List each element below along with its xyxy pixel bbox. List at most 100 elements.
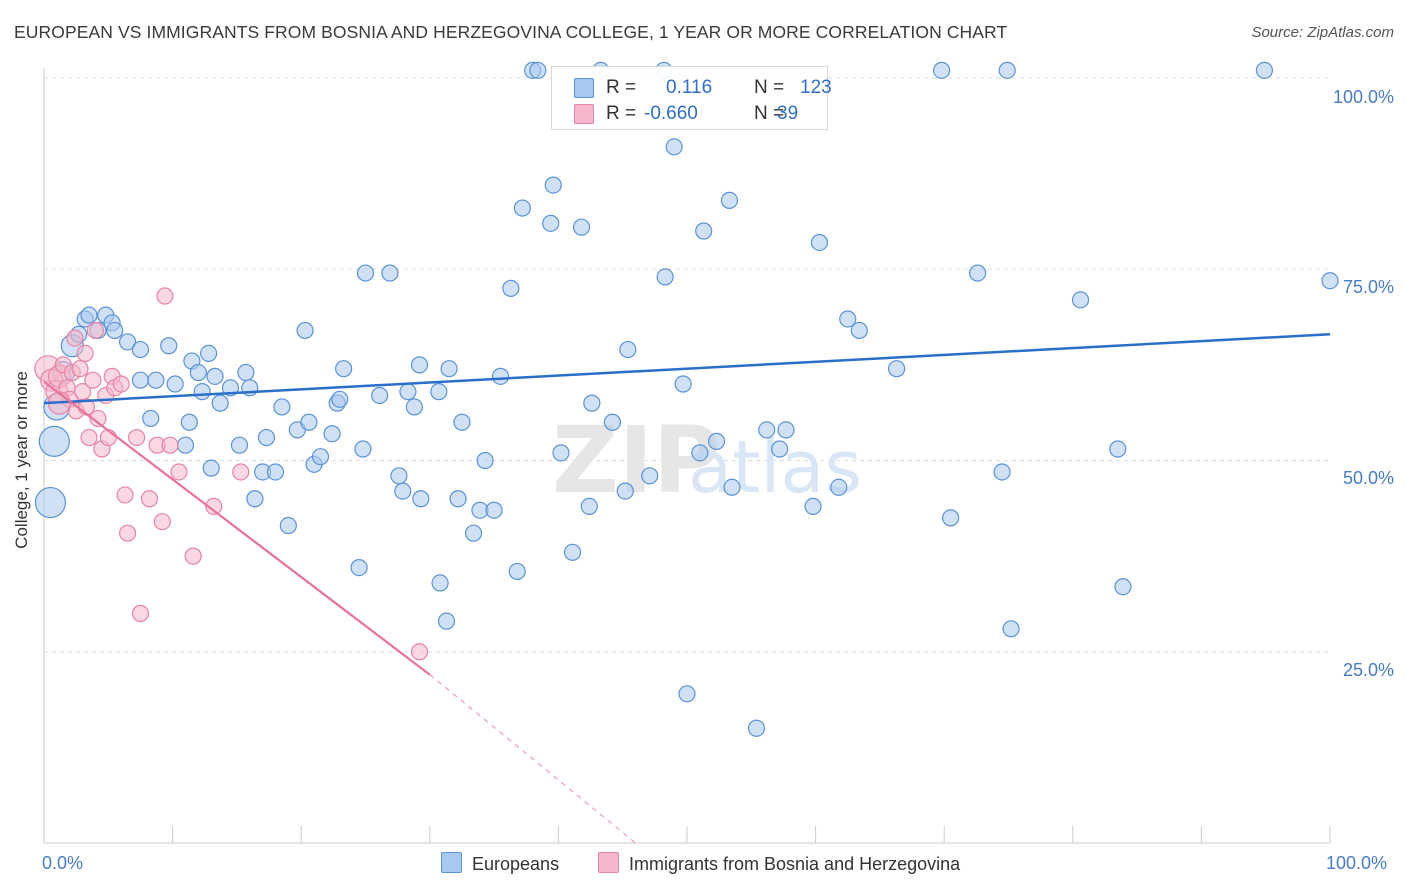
y-tick-25: 25.0% xyxy=(1342,660,1394,680)
europeans-point xyxy=(619,340,637,359)
europeans-point xyxy=(678,685,696,703)
bosnia-point xyxy=(84,371,102,389)
europeans-point xyxy=(331,390,349,408)
europeans-point xyxy=(381,264,399,282)
europeans-point xyxy=(449,490,467,508)
legend-r-label: R = xyxy=(606,103,637,124)
x-tick-100: 100.0% xyxy=(1326,853,1388,873)
bosnia-point xyxy=(170,463,188,481)
europeans-point xyxy=(830,478,848,496)
bosnia-point xyxy=(131,604,150,623)
bosnia-point xyxy=(184,547,202,565)
legend-r-value: -0.660 xyxy=(644,103,698,124)
europeans-point xyxy=(118,333,137,351)
europeans-point xyxy=(193,383,211,401)
europeans-point xyxy=(777,421,795,439)
europeans-point xyxy=(147,371,165,389)
bosnia-point xyxy=(205,497,223,515)
europeans-point xyxy=(810,233,829,252)
europeans-point xyxy=(491,367,510,385)
europeans-point xyxy=(131,340,150,359)
bosnia-point xyxy=(232,463,250,481)
grid-layer xyxy=(44,77,1330,653)
correlation-legend: R = 0.116 N = 123 R = -0.660 N = 39 xyxy=(551,66,832,130)
y-axis-label: College, 1 year or more xyxy=(12,371,31,549)
europeans-point xyxy=(485,501,503,519)
bosnia-point xyxy=(140,490,159,508)
europeans-point xyxy=(1002,620,1020,638)
europeans-point xyxy=(616,482,634,500)
europeans-point xyxy=(399,383,417,401)
europeans-point xyxy=(166,375,184,393)
europeans-point xyxy=(176,436,195,454)
europeans-point xyxy=(723,478,741,496)
europeans-point xyxy=(296,321,314,340)
europeans-point xyxy=(394,482,412,500)
europeans-point xyxy=(106,321,124,340)
europeans-point xyxy=(257,428,276,447)
europeans-point xyxy=(206,367,224,385)
europeans-point xyxy=(350,558,368,577)
europeans-point xyxy=(237,363,255,382)
europeans-point xyxy=(563,543,582,561)
europeans-point xyxy=(572,218,591,236)
europeans-point xyxy=(410,356,429,374)
bottom-legend-bosnia-label: Immigrants from Bosnia and Herzegovina xyxy=(629,854,961,874)
legend-r-value: 0.116 xyxy=(666,77,713,98)
europeans-point xyxy=(850,321,868,340)
europeans-point xyxy=(998,61,1016,79)
europeans-point xyxy=(189,363,207,382)
bottom-legend-swatch-pink xyxy=(598,852,619,873)
europeans-point xyxy=(583,394,601,412)
bosnia-point xyxy=(99,428,117,447)
europeans-point xyxy=(180,413,198,431)
europeans-point xyxy=(1321,272,1339,290)
europeans-point xyxy=(707,432,726,450)
europeans-point xyxy=(279,516,297,535)
europeans-point xyxy=(440,360,458,378)
europeans-point xyxy=(390,467,408,485)
bosnia-point xyxy=(127,428,146,447)
bottom-legend-bosnia: Immigrants from Bosnia and Herzegovina xyxy=(598,852,960,875)
europeans-point xyxy=(412,490,430,508)
bosnia-point xyxy=(161,436,179,454)
legend-n-value: 39 xyxy=(777,103,799,124)
bosnia-point xyxy=(156,287,174,305)
europeans-point xyxy=(674,375,692,393)
bosnia-point xyxy=(66,329,84,347)
europeans-point xyxy=(580,497,598,515)
europeans-point xyxy=(1114,578,1132,596)
bosnia-point xyxy=(410,643,429,661)
europeans-point xyxy=(142,409,160,428)
chart-title: EUROPEAN VS IMMIGRANTS FROM BOSNIA AND H… xyxy=(14,22,1008,42)
europeans-point xyxy=(311,448,330,466)
trend-lines xyxy=(43,333,1331,844)
bottom-legend-europeans: Europeans xyxy=(441,852,559,875)
europeans-trend-line xyxy=(43,333,1331,405)
europeans-point xyxy=(529,61,547,79)
europeans-point xyxy=(38,425,70,457)
europeans-point xyxy=(371,386,389,405)
europeans-point xyxy=(230,436,249,454)
axes-layer xyxy=(43,68,1331,844)
europeans-point xyxy=(603,413,622,431)
europeans-point xyxy=(266,463,285,481)
watermark: ZIP atlas xyxy=(552,407,862,514)
europeans-point xyxy=(1109,440,1127,458)
bosnia-trend-line xyxy=(43,380,431,676)
europeans-point xyxy=(839,310,857,328)
bosnia-points xyxy=(34,287,429,661)
europeans-point xyxy=(431,574,449,592)
europeans-point xyxy=(758,421,776,439)
europeans-point xyxy=(273,398,291,416)
europeans-point xyxy=(80,306,98,324)
legend-n-value: 123 xyxy=(800,77,832,98)
europeans-point xyxy=(1255,61,1274,79)
y-tick-50: 50.0% xyxy=(1342,468,1394,488)
legend-n-label: N = xyxy=(754,77,785,98)
europeans-point xyxy=(300,413,318,431)
bottom-legend-swatch-blue xyxy=(441,852,462,873)
europeans-point xyxy=(720,191,739,209)
europeans-point xyxy=(542,214,560,232)
